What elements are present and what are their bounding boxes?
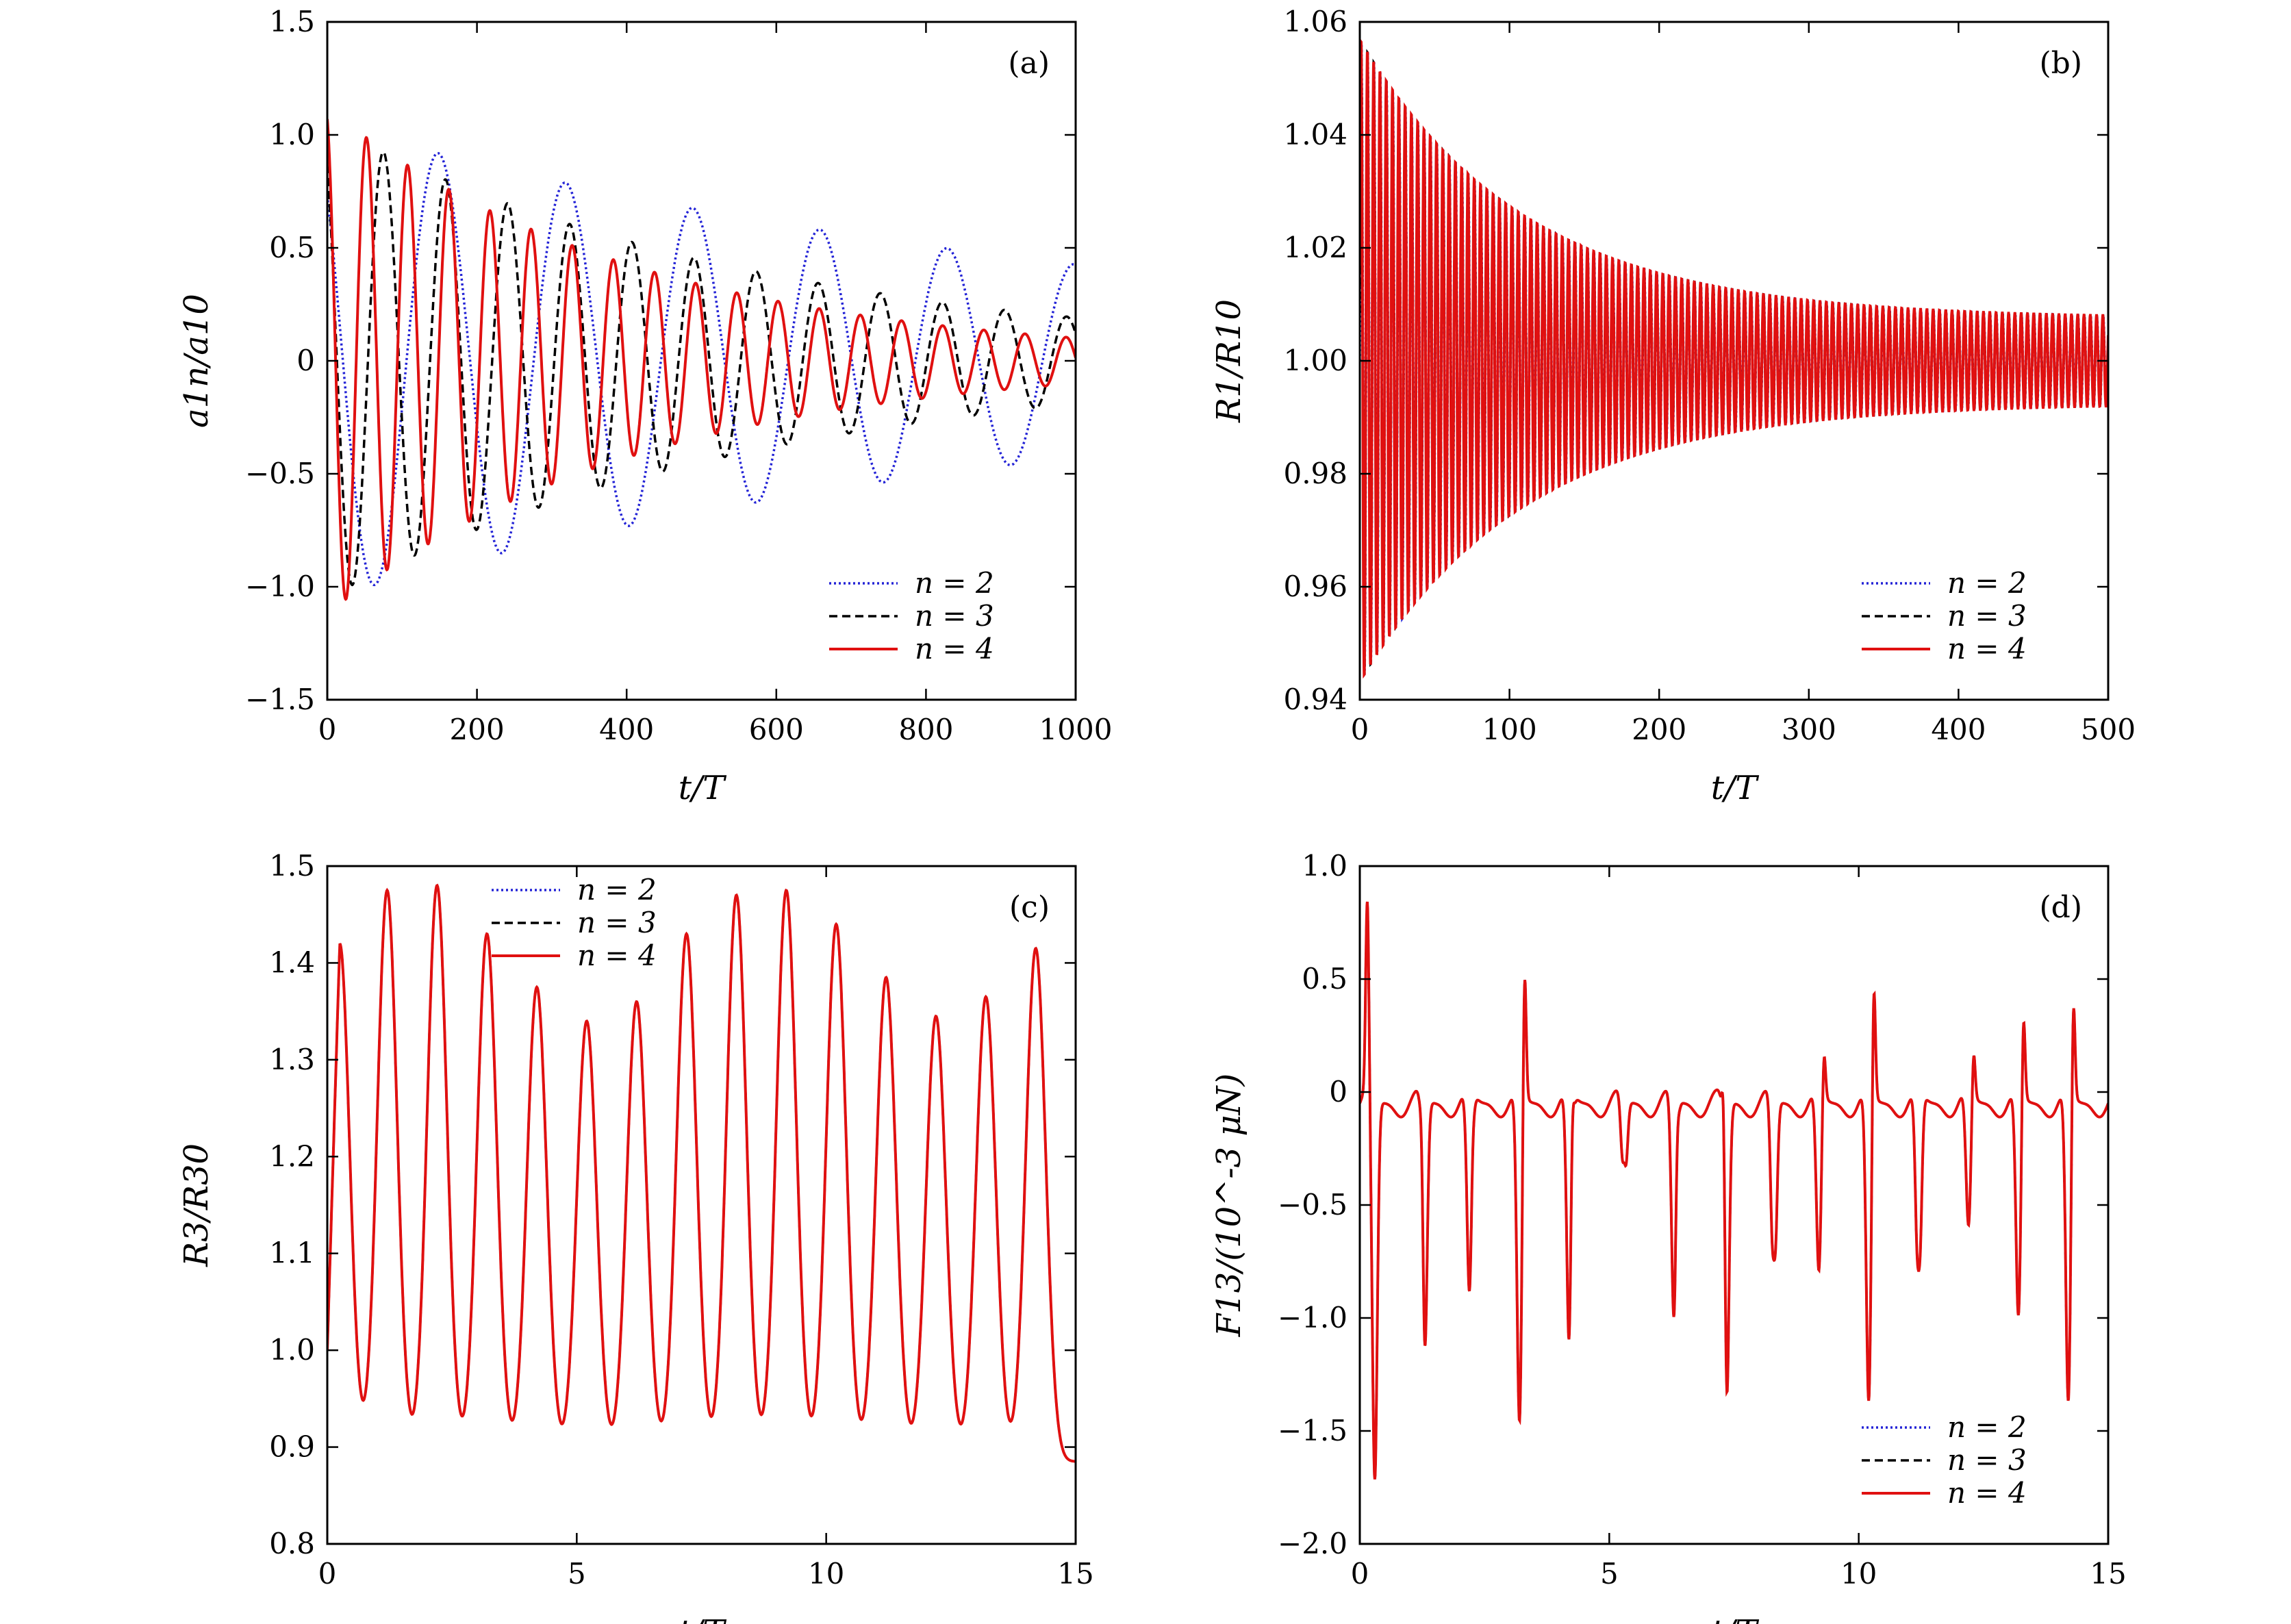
series-line [327, 884, 1076, 1463]
y-tick-label: 1.4 [269, 946, 315, 979]
x-tick-label: 800 [898, 713, 953, 746]
x-axis-label: t/T [679, 769, 726, 807]
plot-frame [326, 865, 1077, 1545]
y-tick-label: 1.1 [269, 1236, 315, 1270]
y-axis-label: R3/R30 [177, 1143, 216, 1267]
panel-label: (d) [2040, 890, 2083, 925]
x-tick-label: 15 [1057, 1557, 1093, 1590]
legend-label: n = 2 [915, 566, 994, 600]
y-tick-label: 1.02 [1283, 231, 1347, 264]
y-tick-label: −1.5 [1278, 1414, 1347, 1447]
legend-label: n = 4 [915, 632, 994, 665]
y-tick-label: 1.5 [269, 849, 315, 883]
x-tick-label: 5 [1600, 1557, 1619, 1590]
y-tick-label: 0 [296, 344, 315, 377]
y-tick-label: 1.04 [1283, 118, 1347, 151]
legend-label: n = 2 [1947, 566, 2027, 600]
series-line [327, 883, 1076, 1463]
x-tick-label: 200 [450, 713, 505, 746]
panel-label: (a) [1008, 46, 1050, 81]
y-tick-label: 1.2 [269, 1139, 315, 1173]
legend-label: n = 4 [1947, 632, 2027, 665]
legend-label: n = 3 [1947, 1443, 2027, 1477]
x-tick-label: 500 [2081, 713, 2136, 746]
x-axis-label: t/T [1711, 1613, 1759, 1624]
y-tick-label: −0.5 [245, 457, 315, 490]
x-axis-label: t/T [679, 1613, 726, 1624]
plot-area [327, 883, 1076, 1463]
y-tick-label: −1.0 [245, 570, 315, 603]
y-tick-label: 0 [1329, 1075, 1347, 1108]
y-axis-label: a1n/a10 [177, 294, 216, 428]
x-tick-label: 15 [2090, 1557, 2126, 1590]
x-tick-label: 600 [749, 713, 804, 746]
legend-label: n = 3 [1947, 599, 2027, 633]
plot-area [1360, 38, 2108, 679]
panel-label: (c) [1009, 890, 1050, 925]
legend-label: n = 2 [577, 873, 657, 906]
x-tick-label: 0 [1351, 1557, 1369, 1590]
legend-label: n = 3 [577, 906, 657, 939]
x-tick-label: 10 [808, 1557, 844, 1590]
y-tick-label: 1.0 [1302, 849, 1347, 883]
x-tick-label: 10 [1840, 1557, 1877, 1590]
y-tick-label: 0.9 [269, 1430, 315, 1464]
x-tick-label: 400 [599, 713, 654, 746]
y-tick-label: −2.0 [1278, 1527, 1347, 1560]
panel-a: 0 200 400 600 800 1000 −1.5 −1.0 −0.5 0 0.5 1.0 1.5 t… [177, 5, 1112, 807]
plot-area [327, 118, 1076, 601]
y-tick-label: 0.96 [1283, 570, 1347, 603]
y-tick-label: 1.0 [269, 1333, 315, 1367]
y-tick-label: 0.94 [1283, 683, 1347, 716]
legend-label: n = 4 [577, 939, 657, 972]
y-tick-label: 1.00 [1283, 344, 1347, 377]
x-tick-label: 0 [318, 1557, 337, 1590]
y-tick-label: 1.0 [269, 118, 315, 151]
x-tick-label: 200 [1632, 713, 1686, 746]
x-tick-label: 0 [1351, 713, 1369, 746]
series-line [1360, 38, 2108, 679]
y-tick-label: −1.5 [245, 683, 315, 716]
x-tick-label: 0 [318, 713, 337, 746]
x-tick-label: 5 [568, 1557, 586, 1590]
series-line [327, 118, 1076, 601]
y-axis-label: R1/R10 [1210, 299, 1248, 423]
x-tick-label: 400 [1931, 713, 1986, 746]
panel-c: 0 5 10 15 0.8 0.9 1.0 1.1 1.2 1.3 1.4 1.5 t/T R3/R30 (… [177, 849, 1094, 1624]
legend-label: n = 3 [915, 599, 994, 633]
x-axis-label: t/T [1711, 769, 1759, 807]
panel-b: 0 100 200 300 400 500 0.94 0.96 0.98 1.00 1.02 1.04… [1210, 5, 2136, 807]
x-tick-label: 100 [1482, 713, 1537, 746]
legend-label: n = 4 [1947, 1476, 2027, 1510]
plot-area [1360, 901, 2108, 1480]
x-tick-label: 1000 [1039, 713, 1113, 746]
y-tick-label: 1.3 [269, 1043, 315, 1076]
y-tick-label: −1.0 [1278, 1301, 1347, 1334]
y-axis-label: F13/(10^-3 μN) [1210, 1074, 1248, 1338]
y-tick-label: −0.5 [1278, 1188, 1347, 1221]
y-tick-label: 0.5 [269, 231, 315, 264]
legend-label: n = 2 [1947, 1410, 2027, 1444]
y-tick-label: 0.5 [1302, 962, 1347, 995]
panel-label: (b) [2040, 46, 2083, 81]
y-tick-label: 1.5 [269, 5, 315, 38]
x-tick-label: 300 [1782, 713, 1836, 746]
y-tick-label: 0.98 [1283, 457, 1347, 490]
y-tick-label: 1.06 [1283, 5, 1347, 38]
series-line [327, 884, 1076, 1463]
y-tick-label: 0.8 [269, 1527, 315, 1560]
series-line [1360, 901, 2108, 1480]
panel-d: 0 5 10 15 −2.0 −1.5 −1.0 −0.5 0 0.5 1.0 t/T F13/(10^… [1210, 849, 2127, 1624]
